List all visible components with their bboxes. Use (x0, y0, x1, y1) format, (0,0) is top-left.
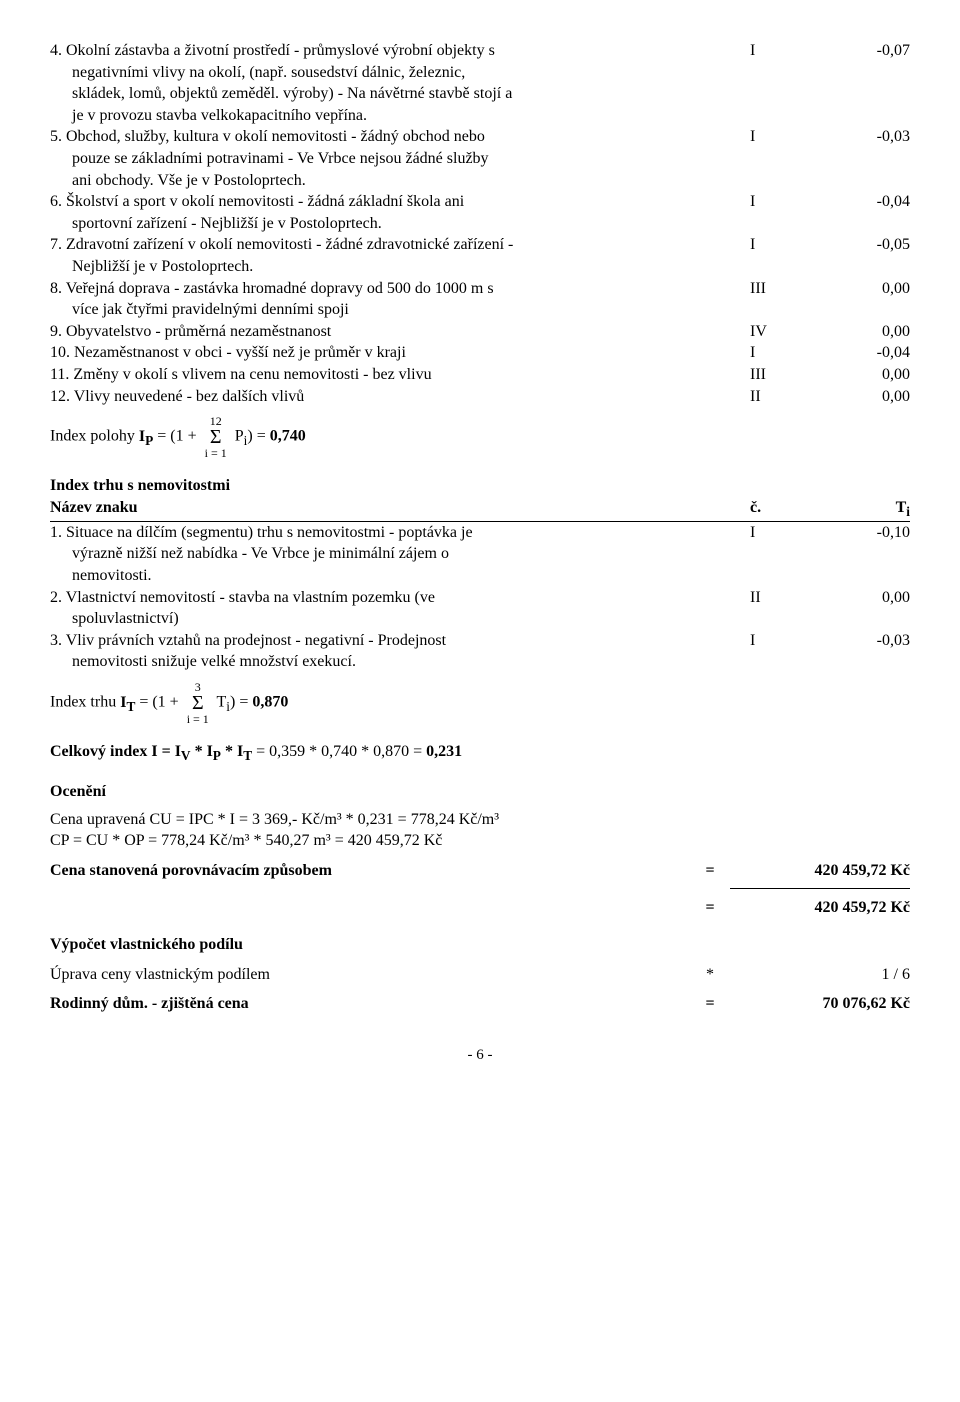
divider (730, 888, 910, 889)
list-item: 8. Veřejná doprava - zastávka hromadné d… (50, 278, 910, 300)
sigma-icon: 3Σi = 1 (187, 681, 209, 725)
list-item: 9. Obyvatelstvo - průměrná nezaměstnanos… (50, 321, 910, 343)
index-polohy-list: 4. Okolní zástavba a životní prostředí -… (50, 40, 910, 407)
list-item: 7. Zdravotní zařízení v okolí nemovitost… (50, 234, 910, 256)
oceneni-line: CP = CU * OP = 778,24 Kč/m³ * 540,27 m³ … (50, 830, 910, 852)
list-item: 2. Vlastnictví nemovitostí - stavba na v… (50, 587, 910, 609)
result-row: = 420 459,72 Kč (50, 897, 910, 919)
list-item: 11. Změny v okolí s vlivem na cenu nemov… (50, 364, 910, 386)
list-item: 4. Okolní zástavba a životní prostředí -… (50, 40, 910, 62)
list-item: 5. Obchod, služby, kultura v okolí nemov… (50, 126, 910, 148)
market-header: Index trhu s nemovitostmi (50, 475, 910, 497)
list-item: 1. Situace na dílčím (segmentu) trhu s n… (50, 522, 910, 544)
sigma-icon: 12Σi = 1 (205, 415, 227, 459)
page-number: - 6 - (50, 1045, 910, 1065)
list-item: 10. Nezaměstnanost v obci - vyšší než je… (50, 342, 910, 364)
index-polohy-formula: Index polohy IP = (1 + 12Σi = 1 Pi) = 0,… (50, 415, 910, 459)
index-trhu-formula: Index trhu IT = (1 + 3Σi = 1 Ti) = 0,870 (50, 681, 910, 725)
oceneni-line: Cena upravená CU = IPC * I = 3 369,- Kč/… (50, 809, 910, 831)
final-row: Rodinný dům. - zjištěná cena = 70 076,62… (50, 993, 910, 1015)
market-columns-header: Název znaku č. Ti (50, 497, 910, 522)
oceneni-header: Ocenění (50, 781, 910, 803)
result-row: Cena stanovená porovnávacím způsobem = 4… (50, 860, 910, 882)
index-trhu-list: 1. Situace na dílčím (segmentu) trhu s n… (50, 522, 910, 673)
podil-row: Úprava ceny vlastnickým podílem * 1 / 6 (50, 964, 910, 986)
total-index: Celkový index I = IV * IP * IT = 0,359 *… (50, 741, 910, 765)
list-item: 12. Vlivy neuvedené - bez dalších vlivůI… (50, 386, 910, 408)
podil-header: Výpočet vlastnického podílu (50, 934, 910, 956)
list-item: 6. Školství a sport v okolí nemovitosti … (50, 191, 910, 213)
list-item: 3. Vliv právních vztahů na prodejnost - … (50, 630, 910, 652)
